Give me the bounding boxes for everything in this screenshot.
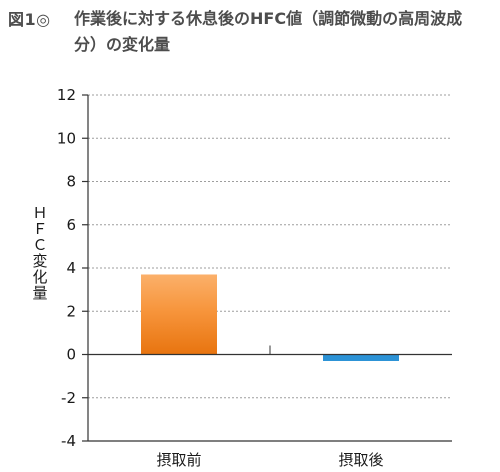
y-tick-label: 10 xyxy=(57,129,76,147)
y-axis-label-char: Ｆ xyxy=(32,220,48,238)
x-category-label: 摂取前 xyxy=(156,451,201,469)
y-tick-label: 6 xyxy=(66,216,76,234)
figure-label: 図1◎ xyxy=(8,10,51,29)
y-tick-label: 0 xyxy=(66,346,76,364)
bar-before xyxy=(141,274,217,355)
y-tick-label: 8 xyxy=(66,173,76,191)
y-tick-label: 12 xyxy=(57,86,76,104)
y-axis-label-char: 変 xyxy=(32,252,48,270)
y-tick-label: 4 xyxy=(66,259,76,277)
y-tick-label: -4 xyxy=(61,432,76,450)
bars xyxy=(88,274,452,361)
y-tick-label: -2 xyxy=(61,389,76,407)
x-category-labels: 摂取前 摂取後 xyxy=(156,451,383,469)
grid-lines xyxy=(88,94,452,399)
y-axis-label-char: Ｃ xyxy=(32,236,48,254)
chart-title: 作業後に対する休息後のHFC値（調節微動の高周波成分）の変化量 xyxy=(74,9,463,54)
y-tick-label: 2 xyxy=(66,302,76,320)
bar-after xyxy=(323,354,399,361)
y-axis-label-char: 量 xyxy=(32,284,48,302)
axes xyxy=(82,94,452,442)
x-category-label: 摂取後 xyxy=(338,451,383,469)
y-axis-label-char: Ｈ xyxy=(32,204,48,222)
y-axis-label-char: 化 xyxy=(32,268,48,286)
y-tick-labels: 12 10 8 6 4 2 0 -2 -4 xyxy=(57,86,76,450)
